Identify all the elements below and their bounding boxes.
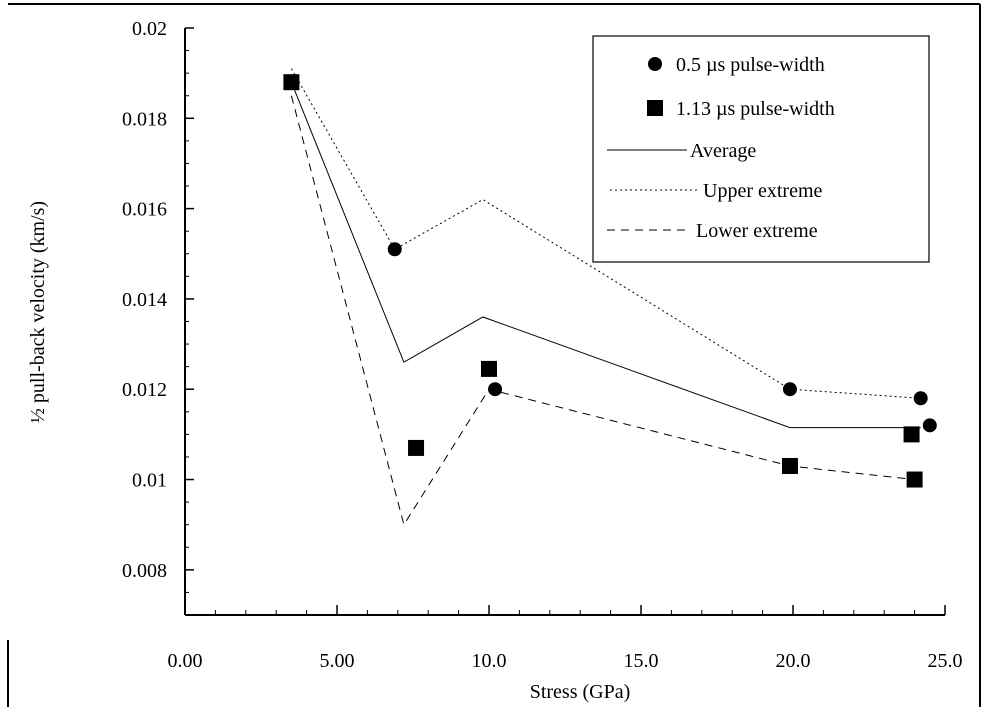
y-tick-label: 0.016 <box>122 199 167 221</box>
legend-label-1: 1.13 µs pulse-width <box>676 98 835 120</box>
data-point-square <box>481 360 497 377</box>
y-tick-label: 0.014 <box>122 289 167 311</box>
data-point-square <box>903 426 920 443</box>
legend-circle-marker <box>648 57 662 71</box>
legend-square-marker <box>647 100 663 116</box>
x-tick-label: 0.00 <box>168 650 203 672</box>
data-point-circle <box>387 242 402 257</box>
legend: 0.5 µs pulse-width 1.13 µs pulse-width A… <box>592 35 930 263</box>
x-tick-label: 10.0 <box>472 650 507 672</box>
series-line-solid <box>290 81 921 429</box>
plot-area: 0.008 0.01 0.012 0.014 0.016 0.018 0.02 0.00 5.0… <box>122 18 963 672</box>
legend-box <box>592 35 930 263</box>
data-point-circle <box>913 391 928 406</box>
y-tick-label: 0.02 <box>132 18 167 40</box>
y-axis-label: ½ pull-back velocity (km/s) <box>27 201 49 423</box>
x-tick-label: 5.00 <box>320 650 355 672</box>
x-axis-label: Stress (GPa) <box>530 681 631 703</box>
y-tick-label: 0.008 <box>122 560 167 582</box>
x-tick-label: 20.0 <box>776 650 811 672</box>
legend-label-0: 0.5 µs pulse-width <box>676 54 825 76</box>
legend-label-4: Lower extreme <box>696 220 818 242</box>
y-tick-label: 0.01 <box>132 470 167 492</box>
legend-label-2: Average <box>690 140 756 162</box>
data-point-square <box>781 457 798 474</box>
x-tick-label: 25.0 <box>928 650 963 672</box>
y-tick-label: 0.012 <box>122 379 167 401</box>
data-point-circle <box>488 382 503 397</box>
data-point-square <box>408 439 425 456</box>
y-tick-label: 0.018 <box>122 108 167 130</box>
data-point-square <box>283 74 300 91</box>
data-point-circle <box>922 418 937 433</box>
data-point-circle <box>782 382 797 397</box>
x-tick-label: 15.0 <box>624 650 659 672</box>
legend-label-3: Upper extreme <box>703 180 823 202</box>
data-point-square <box>906 471 923 488</box>
